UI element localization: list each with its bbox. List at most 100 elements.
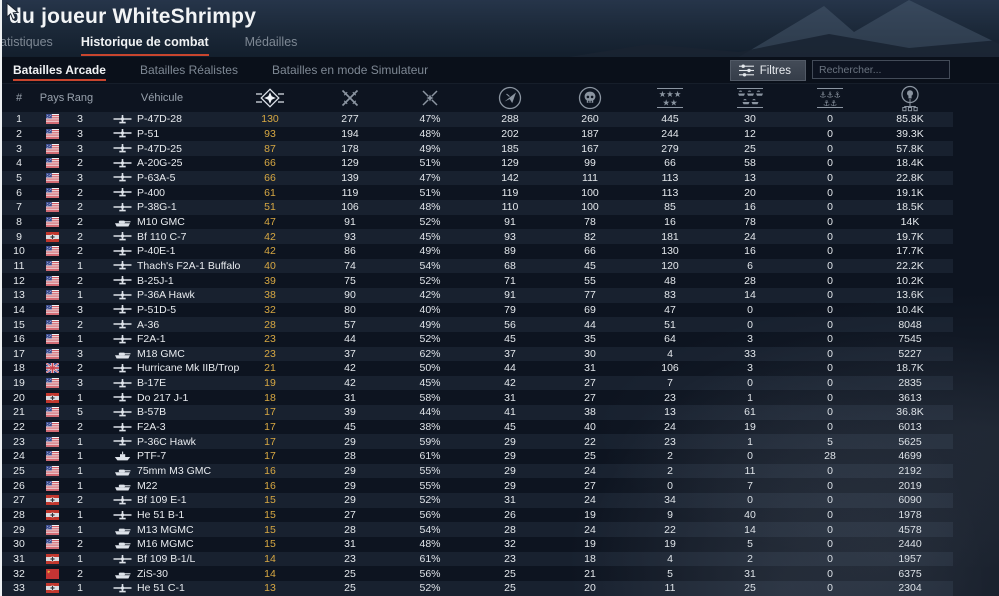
vehicle-name: A-20G-25 bbox=[137, 157, 183, 170]
row-number: 6 bbox=[16, 186, 22, 199]
table-row[interactable]: 29 1 M13 MGMC 15 28 54% 28 24 22 14 0 4578 bbox=[0, 522, 953, 538]
table-row[interactable]: 27 2 Bf 109 E-1 15 29 52% 31 24 34 0 0 6090 bbox=[0, 493, 953, 508]
naval-kills-value: 0 bbox=[827, 230, 833, 243]
table-row[interactable]: 5 3 P-63A-5 66 139 47% 142 111 113 13 0 22.8K bbox=[0, 170, 953, 186]
battles-column-header[interactable] bbox=[310, 86, 390, 110]
ground-kills-value: 58 bbox=[744, 157, 756, 170]
svg-text:⚓⚓: ⚓⚓ bbox=[823, 99, 837, 108]
deaths-value: 21 bbox=[584, 567, 596, 580]
table-row[interactable]: 19 3 B-17E 19 42 45% 42 27 7 0 0 2835 bbox=[0, 375, 953, 391]
victories-value: 15 bbox=[264, 538, 276, 551]
mode-tab-arcade[interactable]: Batailles Arcade bbox=[13, 59, 106, 81]
table-row[interactable]: 31 1 Bf 109 B-1/L 14 23 61% 23 18 4 2 0 1957 bbox=[0, 551, 953, 567]
table-row[interactable]: 8 2 M10 GMC 47 91 52% 91 78 16 78 0 14K bbox=[0, 215, 953, 230]
tab-statistiques[interactable]: atistiques bbox=[0, 35, 53, 49]
table-row[interactable]: 17 3 M18 GMC 23 37 62% 37 30 4 33 0 5227 bbox=[0, 346, 953, 362]
row-number: 27 bbox=[13, 494, 25, 507]
victories-column-header[interactable] bbox=[230, 85, 310, 111]
rp-value: 10.2K bbox=[896, 274, 924, 287]
germany-flag-icon bbox=[38, 231, 66, 242]
vehicle-name: Do 217 J-1 bbox=[137, 391, 189, 404]
victories-value: 19 bbox=[264, 377, 276, 390]
deaths-value: 44 bbox=[584, 318, 596, 331]
search-input[interactable] bbox=[812, 60, 950, 79]
table-row[interactable]: 3 3 P-47D-25 87 178 49% 185 167 279 25 0 57.8K bbox=[0, 141, 953, 156]
sorties-value: 28 bbox=[504, 523, 516, 536]
table-row[interactable]: 2 3 P-51 93 194 48% 202 187 244 12 0 39.3K bbox=[0, 127, 953, 142]
filters-icon bbox=[738, 64, 754, 77]
deaths-column-header[interactable] bbox=[550, 85, 630, 111]
ground-targets-destroyed-column-header[interactable] bbox=[710, 85, 790, 111]
naval-targets-destroyed-column-header[interactable]: ⚓⚓⚓ ⚓⚓ bbox=[790, 85, 870, 111]
deaths-value: 19 bbox=[584, 538, 596, 551]
deaths-value: 25 bbox=[584, 450, 596, 463]
table-row[interactable]: 24 1 PTF-7 17 28 61% 29 25 2 0 28 4699 bbox=[0, 449, 953, 464]
victories-value: 130 bbox=[261, 113, 279, 126]
table-row[interactable]: 7 2 P-38G-1 51 106 48% 110 100 85 16 0 18.5K bbox=[0, 199, 953, 215]
research-points-column-header[interactable] bbox=[870, 85, 950, 112]
table-row[interactable]: 23 1 P-36C Hawk 17 29 59% 29 22 23 1 5 5625 bbox=[0, 434, 953, 450]
victories-value: 61 bbox=[264, 186, 276, 199]
tab-historique-de-combat[interactable]: Historique de combat bbox=[80, 33, 209, 56]
table-row[interactable]: 18 2 Hurricane Mk IIB/Trop 21 42 50% 44 31 106 3 0… bbox=[0, 361, 953, 376]
table-row[interactable]: 10 2 P-40E-1 42 86 49% 89 66 130 16 0 17.7K bbox=[0, 244, 953, 259]
winrate-value: 40% bbox=[419, 303, 441, 316]
table-row[interactable]: 6 2 P-400 61 119 51% 119 100 113 20 0 19.1K bbox=[0, 185, 953, 200]
mode-tab-realistes[interactable]: Batailles Réalistes bbox=[139, 63, 238, 77]
vehicle-name: PTF-7 bbox=[137, 450, 167, 463]
naval-kills-value: 0 bbox=[827, 171, 833, 184]
battles-value: 42 bbox=[344, 377, 356, 390]
ground-kills-value: 0 bbox=[747, 494, 753, 507]
table-row[interactable]: 21 5 B-57B 17 39 44% 41 38 13 61 0 36.8K bbox=[0, 405, 953, 420]
mode-tab-simulateur[interactable]: Batailles en mode Simulateur bbox=[271, 63, 429, 77]
table-row[interactable]: 12 2 B-25J-1 39 75 52% 71 55 48 28 0 10.2K bbox=[0, 273, 953, 288]
column-header-vehicle[interactable]: Véhicule bbox=[140, 92, 184, 104]
winrate-value: 56% bbox=[419, 567, 441, 580]
table-row[interactable]: 28 1 He 51 B-1 15 27 56% 26 19 9 40 0 1978 bbox=[0, 508, 953, 523]
vehicle-cell: B-25J-1 bbox=[94, 275, 230, 287]
victories-value: 32 bbox=[264, 303, 276, 316]
table-row[interactable]: 4 2 A-20G-25 66 129 51% 129 99 66 58 0 18.4K bbox=[0, 156, 953, 171]
rp-value: 6090 bbox=[898, 494, 922, 507]
winrate-value: 47% bbox=[419, 113, 441, 126]
column-header-country[interactable]: Pays bbox=[39, 92, 65, 104]
naval-kills-value: 0 bbox=[827, 186, 833, 199]
ground-kills-value: 20 bbox=[744, 186, 756, 199]
win-rate-column-header[interactable] bbox=[390, 86, 470, 110]
sorties-column-header[interactable] bbox=[470, 85, 550, 111]
table-row[interactable]: 14 3 P-51D-5 32 80 40% 79 69 47 0 0 10.4K bbox=[0, 303, 953, 318]
vehicle-rank: 3 bbox=[77, 171, 83, 184]
usa-flag-icon bbox=[38, 451, 66, 462]
naval-kills-value: 0 bbox=[827, 333, 833, 346]
sorties-value: 129 bbox=[501, 157, 519, 170]
table-row[interactable]: 15 2 A-36 28 57 49% 56 44 51 0 0 8048 bbox=[0, 317, 953, 332]
column-header-num[interactable]: # bbox=[15, 92, 23, 104]
table-row[interactable]: 20 1 Do 217 J-1 18 31 58% 31 27 23 1 0 3613 bbox=[0, 390, 953, 405]
row-number: 28 bbox=[13, 509, 25, 522]
deaths-value: 24 bbox=[584, 523, 596, 536]
table-row[interactable]: 16 1 F2A-1 23 44 52% 45 35 64 3 0 7545 bbox=[0, 332, 953, 347]
battles-value: 28 bbox=[344, 450, 356, 463]
table-row[interactable]: 25 1 75mm M3 GMC 16 29 55% 29 24 2 11 0 2192 bbox=[0, 463, 953, 479]
table-row[interactable]: 30 2 M16 MGMC 15 31 48% 32 19 19 5 0 2440 bbox=[0, 537, 953, 552]
table-row[interactable]: 13 1 P-36A Hawk 38 90 42% 91 77 83 14 0 13.6K bbox=[0, 287, 953, 303]
vehicle-rank: 3 bbox=[77, 377, 83, 390]
air-kills-value: 4 bbox=[667, 347, 673, 360]
filters-button[interactable]: Filtres bbox=[729, 60, 806, 81]
tab-medailles[interactable]: Médailles bbox=[244, 35, 298, 49]
deaths-value: 45 bbox=[584, 259, 596, 272]
winrate-value: 50% bbox=[419, 362, 441, 375]
table-row[interactable]: 22 2 F2A-3 17 45 38% 45 40 24 19 0 6013 bbox=[0, 420, 953, 435]
victories-value: 14 bbox=[264, 553, 276, 566]
usa-flag-icon bbox=[38, 480, 66, 491]
air-targets-destroyed-column-header[interactable]: ★★★ ★★ bbox=[630, 85, 710, 111]
table-row[interactable]: 26 1 M22 16 29 55% 29 27 0 7 0 2019 bbox=[0, 478, 953, 493]
table-row[interactable]: 11 1 Thach's F2A-1 Buffalo 40 74 54% 68 45 120 6 0… bbox=[0, 258, 953, 274]
column-header-rank[interactable]: Rang bbox=[66, 92, 94, 104]
table-row[interactable]: 9 2 Bf 110 C-7 42 93 45% 93 82 181 24 0 19.7K bbox=[0, 229, 953, 244]
vehicle-rank: 1 bbox=[77, 553, 83, 566]
vehicle-rank: 3 bbox=[77, 303, 83, 316]
table-row[interactable]: 33 1 He 51 C-1 13 25 52% 25 20 11 25 0 2304 bbox=[0, 581, 953, 596]
table-row[interactable]: 32 2 ZiS-30 14 25 56% 25 21 5 31 0 6375 bbox=[0, 566, 953, 581]
table-row[interactable]: 1 3 P-47D-28 130 277 47% 288 260 445 30 0 85.8K bbox=[0, 112, 953, 127]
